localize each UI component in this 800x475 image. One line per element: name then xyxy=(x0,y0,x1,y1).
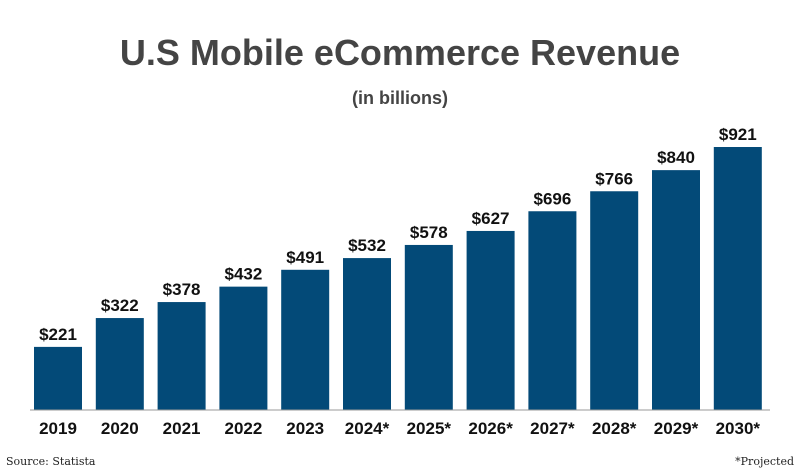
data-labels-group: $221 $322 $378 $432 $491 $532 $578 $627 $696 $766… xyxy=(39,125,757,344)
bar-2025-projected xyxy=(404,244,453,410)
data-label-2029-projected: $840 xyxy=(657,148,695,167)
x-tick-label-2022: 2022 xyxy=(224,419,262,438)
data-label-2024-projected: $532 xyxy=(348,236,386,255)
data-label-2019: $221 xyxy=(39,325,77,344)
data-label-2025-projected: $578 xyxy=(410,223,448,242)
bar-2019 xyxy=(34,346,82,410)
data-label-2026-projected: $627 xyxy=(472,209,510,228)
x-tick-label-2024-projected: 2024* xyxy=(345,419,390,438)
bar-2029-projected xyxy=(652,170,700,410)
projection-note: *Projected xyxy=(735,455,794,468)
x-tick-label-2021: 2021 xyxy=(163,419,201,438)
x-tick-label-2030-projected: 2030* xyxy=(716,419,761,438)
chart-subtitle: (in billions) xyxy=(352,88,448,108)
chart-title: U.S Mobile eCommerce Revenue xyxy=(120,32,680,73)
x-tick-label-2019: 2019 xyxy=(39,419,77,438)
bar-2030-projected xyxy=(713,147,762,410)
bar-2022 xyxy=(219,286,268,410)
data-label-2030-projected: $921 xyxy=(719,125,757,144)
data-label-2021: $378 xyxy=(163,280,201,299)
x-tick-label-2025-projected: 2025* xyxy=(407,419,452,438)
bars-group xyxy=(34,147,762,410)
bar-2021 xyxy=(157,302,206,410)
x-tick-label-2029-projected: 2029* xyxy=(654,419,699,438)
bar-2023 xyxy=(281,269,330,410)
x-tick-label-2023: 2023 xyxy=(286,419,324,438)
source-note: Source: Statista xyxy=(6,455,96,468)
data-label-2022: $432 xyxy=(224,265,262,284)
data-label-2027-projected: $696 xyxy=(533,189,571,208)
bar-2027-projected xyxy=(528,211,577,410)
bar-2024-projected xyxy=(343,258,391,410)
bar-2028-projected xyxy=(590,191,639,410)
bar-2026-projected xyxy=(466,230,515,410)
data-label-2028-projected: $766 xyxy=(595,169,633,188)
x-tick-label-2020: 2020 xyxy=(101,419,139,438)
bar-2020 xyxy=(95,318,144,410)
x-tick-label-2028-projected: 2028* xyxy=(592,419,637,438)
x-tick-label-2027-projected: 2027* xyxy=(530,419,575,438)
data-label-2023: $491 xyxy=(286,248,324,267)
x-axis-ticks: 2019 2020 2021 2022 2023 2024* 2025* 2026* 2027*… xyxy=(39,419,760,438)
data-label-2020: $322 xyxy=(101,296,139,315)
x-tick-label-2026-projected: 2026* xyxy=(468,419,513,438)
